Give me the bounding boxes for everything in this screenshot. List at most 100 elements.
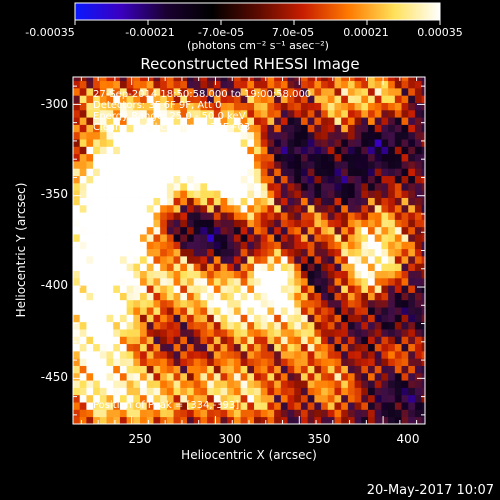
heatmap-cell — [327, 109, 335, 118]
heatmap-cell — [140, 175, 148, 184]
heatmap-cell — [361, 95, 369, 103]
heatmap-cell — [166, 146, 174, 155]
heatmap-cell — [300, 365, 309, 374]
heatmap-cell — [180, 109, 188, 118]
heatmap-cell — [394, 365, 402, 374]
heatmap-cell — [113, 117, 121, 125]
heatmap-cell — [354, 139, 362, 147]
heatmap-cell — [347, 321, 355, 330]
heatmap-cell — [153, 394, 161, 403]
heatmap-cell — [193, 241, 201, 250]
heatmap-cell — [86, 131, 94, 140]
heatmap-cell — [99, 219, 107, 228]
heatmap-cell — [133, 292, 141, 301]
heatmap-cell — [113, 380, 121, 388]
heatmap-cell — [193, 219, 201, 228]
heatmap-cell — [334, 204, 342, 213]
heatmap-cell — [106, 292, 114, 301]
heatmap-cell — [394, 358, 402, 366]
heatmap-cell — [99, 277, 107, 286]
heatmap-cell — [173, 182, 181, 191]
heatmap-cell — [401, 153, 409, 162]
heatmap-cell — [99, 102, 107, 111]
heatmap-cell — [146, 80, 154, 89]
heatmap-cell — [73, 168, 81, 177]
heatmap-cell — [73, 241, 81, 250]
heatmap-cell — [347, 365, 355, 374]
heatmap-cell — [314, 343, 322, 352]
heatmap-cell — [200, 387, 208, 396]
heatmap-cell — [106, 175, 114, 184]
heatmap-cell — [294, 77, 302, 82]
heatmap-cell — [334, 241, 342, 250]
heatmap-cell — [200, 234, 208, 242]
heatmap-cell — [381, 307, 389, 315]
heatmap-cell — [240, 234, 248, 242]
heatmap-cell — [113, 365, 121, 374]
heatmap-cell — [294, 248, 302, 257]
heatmap-cell — [133, 197, 141, 206]
heatmap-cell — [327, 358, 335, 366]
heatmap-cell — [401, 343, 409, 352]
heatmap-cell — [213, 248, 221, 257]
heatmap-cell — [160, 372, 168, 381]
heatmap-cell — [408, 248, 416, 257]
heatmap-cell — [287, 321, 295, 330]
heatmap-cell — [287, 87, 295, 96]
heatmap-cell — [307, 285, 315, 293]
heatmap-cell — [421, 343, 425, 352]
heatmap-cell — [126, 299, 134, 308]
heatmap-cell — [166, 329, 174, 337]
heatmap-cell — [321, 365, 329, 374]
heatmap-cell — [300, 285, 309, 293]
heatmap-cell — [321, 197, 329, 206]
heatmap-cell — [247, 168, 255, 177]
heatmap-cell — [254, 109, 262, 118]
heatmap-cell — [133, 394, 141, 403]
heatmap-cell — [347, 277, 355, 286]
heatmap-cell — [280, 146, 288, 155]
heatmap-cell — [133, 182, 141, 191]
heatmap-cell — [341, 168, 349, 177]
heatmap-cell — [314, 77, 322, 82]
heatmap-cell — [133, 168, 141, 177]
heatmap-cell — [133, 102, 141, 111]
heatmap-cell — [146, 336, 154, 345]
heatmap-cell — [354, 161, 362, 169]
heatmap-cell — [240, 109, 248, 118]
heatmap-cell — [267, 77, 275, 82]
heatmap-cell — [368, 102, 376, 111]
heatmap-cell — [173, 161, 181, 169]
heatmap-cell — [260, 387, 268, 396]
heatmap-cell — [408, 226, 416, 235]
heatmap-cell — [180, 372, 188, 381]
heatmap-cell — [173, 285, 181, 293]
heatmap-cell — [193, 336, 201, 345]
heatmap-cell — [421, 95, 425, 103]
heatmap-cell — [213, 139, 221, 147]
heatmap-cell — [160, 343, 168, 352]
heatmap-cell — [133, 285, 141, 293]
heatmap-cell — [79, 226, 87, 235]
heatmap-cell — [140, 77, 148, 82]
heatmap-cell — [341, 336, 349, 345]
heatmap-cell — [274, 270, 282, 279]
heatmap-cell — [307, 416, 315, 424]
heatmap-cell — [119, 321, 128, 330]
heatmap-cell — [86, 226, 94, 235]
heatmap-cell — [200, 336, 208, 345]
heatmap-cell — [408, 358, 416, 366]
heatmap-cell — [193, 321, 201, 330]
heatmap-cell — [86, 409, 94, 418]
heatmap-cell — [274, 117, 282, 125]
heatmap-cell — [368, 314, 376, 323]
heatmap-cell — [300, 226, 309, 235]
heatmap-cell — [153, 343, 161, 352]
heatmap-cell — [153, 329, 161, 337]
heatmap-cell — [408, 270, 416, 279]
heatmap-cell — [408, 285, 416, 293]
heatmap-cell — [227, 416, 235, 424]
heatmap-cell — [233, 402, 242, 410]
heatmap-cell — [341, 95, 349, 103]
heatmap-cell — [388, 175, 396, 184]
